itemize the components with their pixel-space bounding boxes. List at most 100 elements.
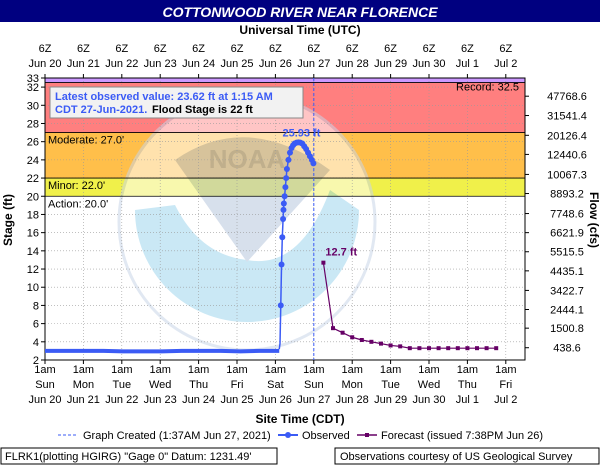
forecast-start-label: 12.7 ft (325, 247, 357, 259)
top-tick-hour: 6Z (461, 43, 474, 55)
y-tick-label: 18 (27, 209, 39, 221)
bottom-tick-day: Fri (499, 379, 512, 391)
bottom-tick-date: Jul 1 (456, 394, 479, 406)
title-bar (0, 0, 600, 22)
top-tick-hour: 6Z (346, 43, 359, 55)
forecast-point (417, 346, 422, 351)
forecast-point (398, 344, 403, 349)
bottom-tick-date: Jun 20 (28, 394, 61, 406)
top-tick-date: Jun 20 (28, 58, 61, 70)
top-tick-hour: 6Z (423, 43, 436, 55)
left-axis-label: Stage (ft) (1, 194, 15, 246)
bottom-tick-date: Jun 29 (374, 394, 407, 406)
forecast-point (494, 346, 499, 351)
y-tick-label: 28 (27, 118, 39, 130)
forecast-point (436, 346, 441, 351)
band-label-minor: Minor: 22.0' (48, 180, 105, 192)
bottom-tick-date: Jun 25 (220, 394, 253, 406)
flow-tick-label: 20126.4 (547, 130, 587, 142)
flow-tick-label: 31541.4 (547, 111, 587, 123)
top-tick-hour: 6Z (499, 43, 512, 55)
footer-right: Observations courtesy of US Geological S… (340, 451, 573, 463)
top-tick-date: Jun 24 (182, 58, 215, 70)
forecast-point (359, 337, 364, 342)
forecast-point (465, 346, 470, 351)
bottom-tick-day: Sat (267, 379, 284, 391)
bottom-tick-day: Sun (35, 379, 55, 391)
top-tick-hour: 6Z (231, 43, 244, 55)
top-tick-hour: 6Z (77, 43, 90, 55)
y-tick-label: 16 (27, 228, 39, 240)
bottom-tick-date: Jun 23 (144, 394, 177, 406)
bottom-tick-time: 1am (188, 364, 209, 376)
top-tick-date: Jun 22 (105, 58, 138, 70)
forecast-point (321, 260, 326, 265)
bottom-tick-date: Jun 24 (182, 394, 215, 406)
observed-point (281, 193, 288, 200)
forecast-point (427, 346, 431, 351)
latest-observed-box: Latest observed value: 23.62 ft at 1:15 … (49, 86, 304, 119)
observed-point (279, 234, 286, 241)
bottom-tick-date: Jun 21 (67, 394, 100, 406)
top-tick-date: Jun 27 (297, 58, 330, 70)
y-tick-label: 30 (27, 100, 39, 112)
forecast-point (475, 346, 479, 351)
footer-left: FLRK1(plotting HGIRG) "Gage 0" Datum: 12… (5, 451, 252, 463)
forecast-point (407, 346, 412, 351)
y-tick-label: 22 (27, 173, 39, 185)
bottom-tick-date: Jun 27 (297, 394, 330, 406)
bottom-tick-day: Wed (418, 379, 440, 391)
top-tick-date: Jun 23 (144, 58, 177, 70)
observed-point (280, 206, 287, 213)
band-label-action: Action: 20.0' (48, 198, 108, 210)
bottom-tick-date: Jun 22 (105, 394, 138, 406)
latest-box-bg (49, 86, 304, 119)
top-tick-date: Jun 26 (259, 58, 292, 70)
legend-forecast-label: Forecast (issued 7:38PM Jun 26) (381, 430, 543, 442)
flow-tick-label: 1500.8 (550, 323, 584, 335)
bottom-tick-day: Tue (113, 379, 132, 391)
forecast-point (388, 343, 393, 348)
observed-point (286, 149, 293, 156)
forecast-point (369, 339, 374, 344)
flow-tick-label: 6621.9 (550, 228, 584, 240)
latest-line2a: CDT 27-Jun-2021. (55, 104, 147, 116)
observed-peak-label: 25.93 ft (282, 127, 320, 139)
footer-right-box (334, 447, 600, 465)
legend-observed-label: Observed (302, 430, 350, 442)
y-tick-label: 12 (27, 264, 39, 276)
y-tick-label: 14 (27, 246, 39, 258)
y-tick-label: 8 (33, 300, 39, 312)
observed-point (277, 302, 284, 309)
flow-tick-label: 7748.6 (550, 209, 584, 221)
bottom-tick-day: Thu (189, 379, 208, 391)
y-tick-label: 33 (27, 73, 39, 85)
forecast-point (350, 335, 355, 340)
top-tick-hour: 6Z (39, 43, 52, 55)
bottom-tick-day: Mon (73, 379, 94, 391)
legend-created-label: Graph Created (1:37AM Jun 27, 2021) (83, 430, 271, 442)
band-label-record: Record: 32.5 (456, 82, 519, 94)
footer-left-box (0, 447, 278, 465)
band-label-moderate: Moderate: 27.0' (48, 135, 124, 147)
observed-point (283, 175, 290, 182)
forecast-point (340, 330, 345, 335)
observed-point (278, 261, 285, 268)
legend-observed-marker (285, 432, 291, 438)
bottom-tick-time: 1am (495, 364, 516, 376)
flow-tick-label: 47768.6 (547, 91, 587, 103)
band-record (45, 78, 525, 83)
top-axis-title: Universal Time (UTC) (239, 23, 360, 37)
top-tick-hour: 6Z (307, 43, 320, 55)
bottom-tick-time: 1am (303, 364, 324, 376)
bottom-tick-date: Jun 26 (259, 394, 292, 406)
bottom-tick-time: 1am (341, 364, 362, 376)
top-tick-date: Jul 2 (494, 58, 517, 70)
bottom-tick-time: 1am (265, 364, 286, 376)
top-tick-hour: 6Z (115, 43, 128, 55)
bottom-tick-day: Tue (381, 379, 400, 391)
observed-point (283, 165, 290, 172)
y-tick-label: 24 (27, 155, 39, 167)
top-tick-date: Jun 30 (412, 58, 445, 70)
